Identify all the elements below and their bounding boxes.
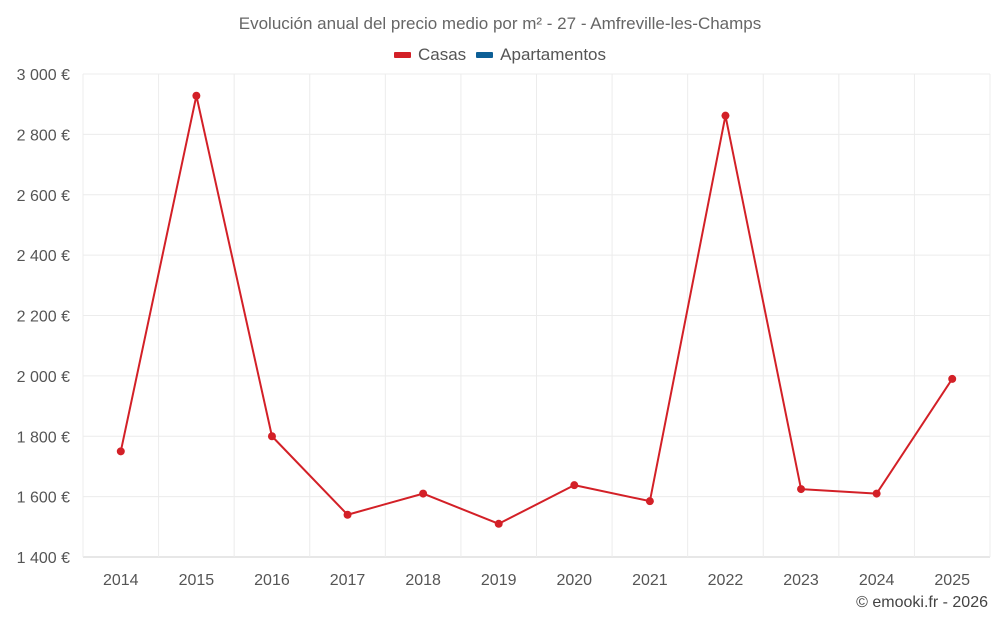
- y-tick-label: 1 400 €: [17, 550, 70, 567]
- x-tick-label: 2016: [254, 572, 290, 589]
- x-axis-ticks: 2014 2015 2016 2017 2018 2019 2020 2021 2022 2023…: [103, 572, 970, 589]
- y-tick-label: 2 400 €: [17, 248, 70, 265]
- data-point: [419, 489, 428, 498]
- data-point: [116, 447, 125, 456]
- series-line-casas: [119, 94, 954, 525]
- data-point: [872, 489, 881, 498]
- x-tick-label: 2024: [859, 572, 895, 589]
- y-tick-label: 2 200 €: [17, 309, 70, 326]
- x-tick-label: 2020: [556, 572, 592, 589]
- x-tick-label: 2015: [179, 572, 215, 589]
- data-point: [948, 374, 957, 383]
- y-tick-label: 2 000 €: [17, 369, 70, 386]
- legend-swatch-casas: [393, 52, 411, 58]
- grid: [82, 73, 991, 558]
- legend: Casas Apartamentos: [0, 45, 1000, 65]
- legend-item-apartamentos[interactable]: Apartamentos: [476, 45, 606, 65]
- x-tick-label: 2017: [330, 572, 366, 589]
- data-point: [192, 91, 201, 100]
- y-tick-label: 3 000 €: [17, 67, 70, 84]
- credit-text: © emooki.fr - 2026: [856, 594, 988, 611]
- x-tick-label: 2022: [708, 572, 744, 589]
- data-point: [494, 519, 503, 528]
- data-point: [343, 510, 352, 519]
- data-point: [645, 497, 654, 506]
- data-point: [721, 111, 730, 120]
- legend-label-casas: Casas: [417, 45, 467, 64]
- legend-swatch-apartamentos: [476, 52, 494, 58]
- data-point: [570, 481, 579, 490]
- y-tick-label: 1 600 €: [17, 490, 70, 507]
- y-tick-label: 2 800 €: [17, 127, 70, 144]
- data-point: [267, 432, 276, 441]
- chart-title: Evolución anual del precio medio por m² …: [238, 14, 762, 33]
- series-layer: [116, 91, 957, 528]
- legend-item-casas[interactable]: Casas: [393, 45, 467, 65]
- x-tick-label: 2018: [405, 572, 441, 589]
- y-tick-label: 1 800 €: [17, 429, 70, 446]
- x-tick-label: 2021: [632, 572, 668, 589]
- y-tick-label: 2 600 €: [17, 188, 70, 205]
- x-tick-label: 2019: [481, 572, 517, 589]
- x-tick-label: 2025: [934, 572, 970, 589]
- x-tick-label: 2014: [103, 572, 139, 589]
- data-point: [797, 485, 806, 494]
- x-tick-label: 2023: [783, 572, 819, 589]
- legend-label-apartamentos: Apartamentos: [500, 45, 607, 64]
- y-axis-ticks: 1 400 € 1 600 € 1 800 € 2 000 € 2 200 € 2 400…: [17, 67, 70, 567]
